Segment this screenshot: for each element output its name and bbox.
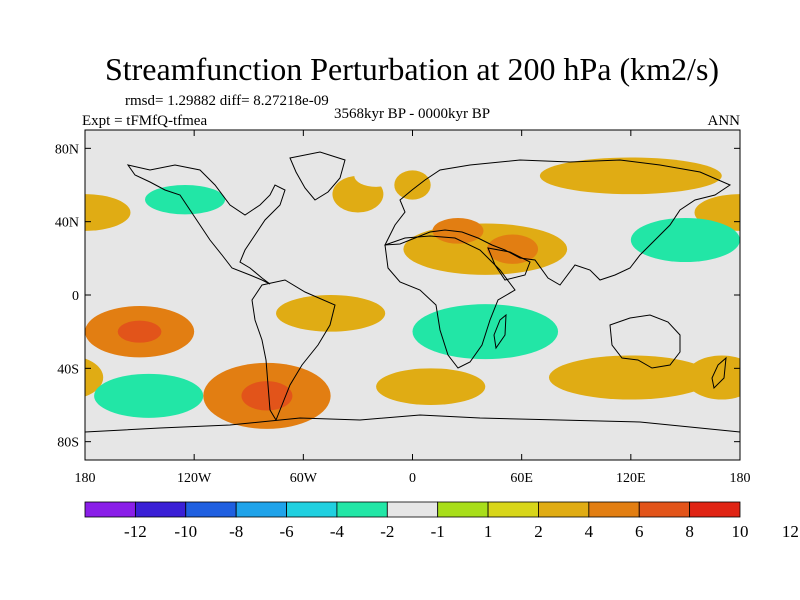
- colorbar-swatch: [84, 501, 136, 518]
- colorbar-swatch: [638, 501, 691, 518]
- colorbar-swatch: [386, 501, 439, 518]
- anomaly-region: [487, 234, 539, 264]
- anomaly-region-wrap: [730, 219, 740, 243]
- colorbar-label: -2: [380, 522, 394, 541]
- x-tick-label: 120W: [177, 471, 212, 486]
- x-tick-label: 60W: [290, 471, 318, 486]
- colorbar-swatch: [235, 501, 287, 518]
- x-tick-label: 180: [730, 471, 751, 486]
- y-tick-label: 80N: [55, 142, 79, 157]
- coastline-eurasia: [384, 159, 732, 286]
- x-tick-label: 120E: [616, 471, 646, 486]
- anomaly-region: [354, 164, 398, 187]
- x-axis: 180 120W 60W 0 60E 120E 180: [75, 130, 751, 486]
- x-tick-label: 180: [75, 471, 96, 486]
- colorbar-label: 4: [585, 522, 594, 541]
- colorbar-swatch: [286, 501, 338, 518]
- colorbar-label: -4: [330, 522, 345, 541]
- colorbar-swatch: [437, 501, 489, 518]
- season-label: ANN: [708, 113, 741, 129]
- x-tick-label: 0: [409, 471, 416, 486]
- colorbar-label: -6: [279, 522, 293, 541]
- stats-label: rmsd= 1.29882 diff= 8.27218e-09: [125, 93, 329, 109]
- colorbar-label: 2: [534, 522, 543, 541]
- anomaly-region: [667, 256, 740, 279]
- anomaly-region: [117, 320, 162, 343]
- anomaly-region: [276, 295, 386, 332]
- colorbar-label: -12: [124, 522, 147, 541]
- coastline-north-america: [126, 164, 286, 285]
- colorbar-label: 12: [782, 522, 799, 541]
- coastline-new-zealand: [711, 356, 727, 390]
- anomaly-layer: [85, 157, 800, 429]
- colorbar: -12 -10 -8 -6 -4 -2 -1 1 2 4 6 8 10 12: [84, 501, 799, 541]
- anomaly-region: [241, 381, 293, 411]
- colorbar-swatch: [538, 501, 590, 518]
- colorbar-swatch: [588, 501, 640, 518]
- anomaly-region: [548, 355, 713, 400]
- colorbar-label: 1: [484, 522, 493, 541]
- colorbar-label: -10: [174, 522, 197, 541]
- y-axis: 80N 40N 0 40S 80S: [55, 142, 740, 451]
- coastline-arabia: [487, 247, 531, 281]
- anomaly-region: [85, 194, 131, 231]
- anomaly-region-wrap: [740, 306, 800, 357]
- anomaly-region: [394, 170, 431, 200]
- y-tick-label: 40N: [55, 216, 79, 231]
- colorbar-swatch: [185, 501, 237, 518]
- x-tick-label: 60E: [510, 471, 533, 486]
- colorbar-label: 10: [732, 522, 749, 541]
- colorbar-label: -8: [229, 522, 243, 541]
- anomaly-region: [145, 185, 226, 215]
- chart-title: Streamfunction Perturbation at 200 hPa (…: [105, 51, 719, 87]
- anomaly-region: [221, 243, 331, 273]
- anomaly-region: [94, 373, 204, 418]
- anomaly-region: [412, 304, 559, 360]
- colorbar-label: -1: [431, 522, 445, 541]
- coastline-madagascar: [493, 313, 507, 350]
- colorbar-swatch: [689, 501, 741, 518]
- colorbar-swatch: [336, 501, 388, 518]
- anomaly-region: [376, 368, 486, 405]
- coastline-antarctica: [85, 414, 740, 433]
- coastline-south-america: [251, 279, 336, 422]
- coastline-africa: [384, 235, 516, 369]
- y-tick-label: 40S: [57, 362, 79, 377]
- anomaly-region: [539, 157, 722, 195]
- experiment-label: Expt = tFMfQ-tfmea: [82, 113, 207, 129]
- anomaly-region: [630, 218, 740, 262]
- anomaly-region: [403, 223, 568, 275]
- y-tick-label: 0: [72, 289, 79, 304]
- coastline-australia: [609, 314, 681, 369]
- period-label: 3568kyr BP - 0000kyr BP: [334, 106, 490, 122]
- colorbar-swatch: [487, 501, 539, 518]
- y-tick-label: 80S: [57, 436, 79, 451]
- colorbar-label: 8: [685, 522, 694, 541]
- coastline-greenland: [289, 151, 346, 201]
- coastlines: [85, 151, 740, 433]
- colorbar-swatch: [134, 501, 187, 518]
- colorbar-label: 6: [635, 522, 644, 541]
